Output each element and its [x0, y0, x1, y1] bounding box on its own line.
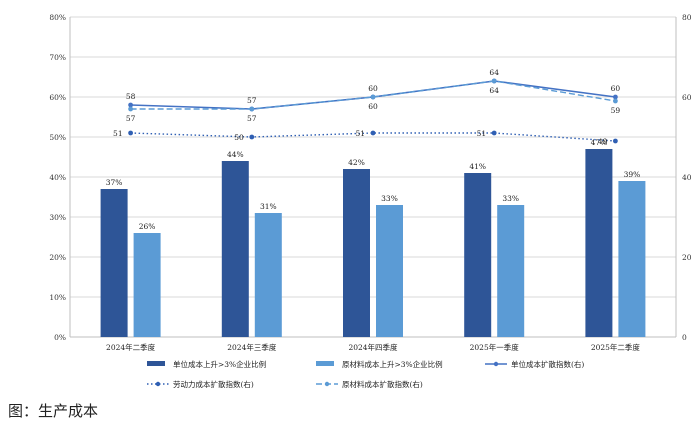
bar [497, 205, 525, 337]
category-tick-label: 2024年四季度 [348, 342, 398, 352]
series-point [249, 134, 255, 140]
bar [618, 181, 646, 337]
legend-label: 原材料成本上升>3%企业比例 [342, 359, 443, 369]
series-point [491, 78, 497, 84]
bar-data-label: 33% [502, 194, 519, 203]
category-tick-label: 2025年二季度 [591, 342, 641, 352]
line-data-label: 57 [126, 114, 136, 123]
line-data-label: 64 [489, 68, 499, 77]
legend-label: 劳动力成本扩散指数(右) [173, 379, 254, 389]
legend-label: 单位成本上升>3%企业比例 [173, 359, 266, 369]
series-point [249, 106, 255, 112]
left-axis-tick-label: 60% [49, 93, 66, 102]
left-axis-tick-label: 0% [54, 333, 66, 342]
legend-label: 单位成本扩散指数(右) [511, 359, 584, 369]
series-point [613, 138, 618, 144]
bar-data-label: 39% [624, 170, 641, 179]
bar-data-label: 31% [260, 202, 277, 211]
line-data-label: 58 [126, 92, 136, 101]
line-data-label: 51 [477, 129, 487, 138]
bar [585, 149, 613, 337]
series-point [370, 130, 376, 136]
bar [464, 173, 492, 337]
category-tick-label: 2024年二季度 [106, 342, 156, 352]
line-data-label: 50 [234, 133, 244, 142]
series-point [613, 98, 618, 104]
line-data-label: 51 [113, 129, 123, 138]
category-tick-label: 2024年三季度 [227, 342, 277, 352]
legend-label: 原材料成本扩散指数(右) [342, 379, 423, 389]
bar-data-label: 33% [381, 194, 398, 203]
line-data-label: 64 [489, 86, 499, 95]
line-data-label: 59 [611, 106, 621, 115]
series-point [370, 94, 376, 100]
bar [133, 233, 161, 337]
legend-swatch-marker [493, 361, 499, 367]
series-point [613, 94, 618, 100]
series-point [128, 106, 134, 112]
legend-swatch [147, 361, 165, 366]
left-axis-tick-label: 20% [49, 253, 66, 262]
legend-swatch [316, 361, 334, 366]
right-axis-tick-label: 0 [682, 333, 687, 342]
right-axis-tick-label: 20 [682, 253, 692, 262]
left-axis-tick-label: 40% [49, 173, 66, 182]
category-tick-label: 2025年一季度 [470, 342, 520, 352]
line-data-label: 57 [247, 114, 257, 123]
legend-swatch-marker [324, 381, 330, 387]
line-data-label: 51 [355, 129, 365, 138]
series-point [128, 130, 134, 136]
series-point [491, 130, 497, 136]
bar [376, 205, 403, 337]
bar [100, 189, 128, 337]
bar-data-label: 41% [469, 162, 486, 171]
left-axis-tick-label: 30% [49, 213, 66, 222]
right-axis-tick-label: 60 [682, 93, 692, 102]
series-line [130, 80, 616, 110]
right-axis-tick-label: 80 [682, 13, 692, 22]
line-data-label: 60 [368, 102, 378, 111]
series-line [130, 132, 616, 142]
line-data-label: 60 [368, 84, 378, 93]
bar-data-label: 26% [139, 222, 156, 231]
bar-data-label: 44% [227, 150, 244, 159]
left-axis-tick-label: 80% [49, 13, 66, 22]
left-axis-tick-label: 50% [49, 133, 66, 142]
line-data-label: 57 [247, 96, 257, 105]
figure-caption: 图：生产成本 [8, 402, 99, 420]
bar-data-label: 47% [591, 138, 608, 147]
right-axis-tick-label: 40 [682, 173, 692, 182]
left-axis-tick-label: 10% [49, 293, 66, 302]
series-point [128, 102, 134, 108]
bar-data-label: 37% [106, 178, 123, 187]
left-axis-tick-label: 70% [49, 53, 66, 62]
bar-data-label: 42% [348, 158, 365, 167]
line-data-label: 60 [611, 84, 621, 93]
bar [221, 161, 249, 337]
line-data-label: 49 [598, 137, 608, 146]
bar [343, 169, 370, 337]
legend-swatch-marker [155, 381, 161, 387]
bar [254, 213, 282, 337]
